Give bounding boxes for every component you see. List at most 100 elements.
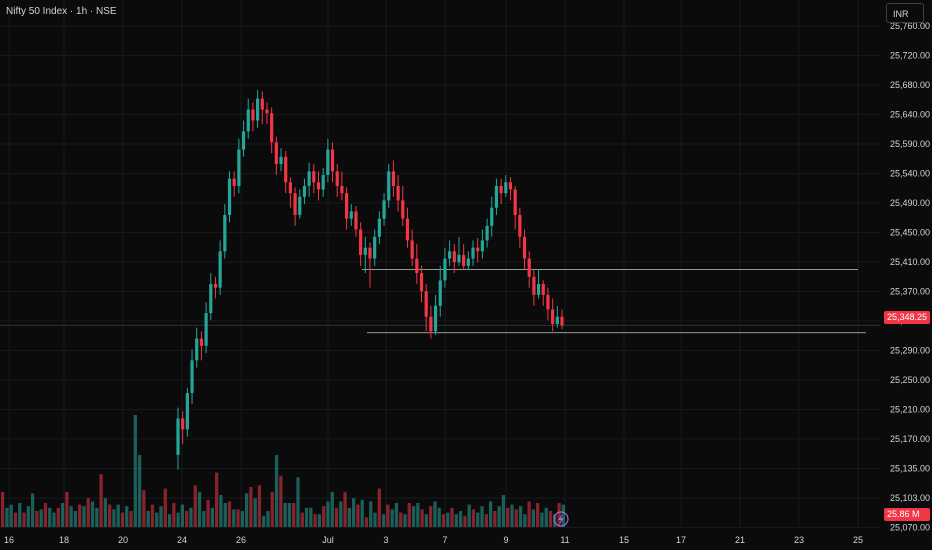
price-tick-label: 25,760.00 (890, 21, 930, 31)
candle-body (354, 211, 358, 230)
volume-bar (129, 511, 133, 527)
volume-bar (407, 503, 411, 527)
volume-bar (480, 506, 484, 527)
candle-body (466, 258, 470, 266)
candle-body (452, 251, 456, 263)
volume-bar (103, 498, 108, 527)
volume-bar (292, 503, 296, 527)
time-axis[interactable]: 16 18 20 24 26 Jul 3 7 9 11 15 17 21 23 25 (4, 535, 863, 545)
candle-body (270, 113, 274, 143)
volume-bar (467, 504, 471, 527)
grid (0, 0, 880, 528)
volume-bar (249, 487, 253, 527)
candle-body (227, 178, 232, 215)
candle-body (508, 182, 513, 190)
volume-bar (458, 511, 463, 527)
time-tick-label: 18 (59, 535, 69, 545)
volume-bar (287, 503, 292, 527)
lightning-icon[interactable] (553, 511, 569, 527)
volume-bar (232, 509, 236, 527)
volume-bar (296, 477, 300, 527)
volume-bar (125, 506, 129, 527)
candle-body (241, 131, 246, 150)
candle-body (443, 258, 447, 281)
volume-bar (377, 488, 381, 527)
candle-body (209, 284, 213, 314)
volume-bar (317, 514, 322, 527)
candle-body (181, 418, 185, 430)
volume-bar (351, 498, 356, 527)
volume-bar (43, 503, 48, 527)
candle-body (232, 178, 236, 186)
volume-bar (18, 503, 22, 527)
candle-body (387, 171, 391, 201)
volume-bar (142, 490, 146, 527)
candle-body (293, 193, 297, 215)
candle-body (199, 338, 204, 346)
candle-body (284, 156, 288, 183)
volume-bar (279, 475, 283, 527)
volume-bar (390, 509, 394, 527)
volume-bar (283, 503, 287, 527)
price-tick-label: 25,640.00 (890, 110, 930, 120)
replay-button[interactable] (553, 511, 569, 527)
volume-bar (339, 501, 343, 527)
price-tick-label: 25,170.00 (890, 434, 930, 444)
volume-bar (155, 512, 159, 527)
candle-body (373, 236, 377, 259)
volume-bar (356, 504, 360, 527)
volume-bar (176, 512, 180, 527)
volume-bar (150, 504, 155, 527)
volume-bar (206, 499, 210, 527)
volume-bar (523, 514, 527, 527)
candle-body (396, 185, 400, 201)
price-tick-label: 25,290.00 (890, 346, 930, 356)
candle-body (504, 182, 508, 194)
volume-bar (22, 512, 26, 527)
volume-bar (240, 511, 244, 527)
candle-body (335, 171, 339, 186)
volume-bar (202, 511, 206, 527)
candle-body (363, 247, 367, 255)
volume-bar (386, 504, 390, 527)
volume-bar (484, 514, 488, 527)
candle-body (382, 200, 386, 219)
candle-body (279, 156, 283, 165)
price-tick-label: 25,070.00 (890, 523, 930, 533)
candle-body (274, 142, 278, 165)
price-axis[interactable]: 25,760.00 25,720.00 25,680.00 25,640.00 25,5… (890, 21, 930, 533)
volume-bar (399, 512, 403, 527)
price-tick-label: 25,250.00 (890, 375, 930, 385)
volume-bar (548, 511, 553, 527)
time-tick-label: 23 (794, 535, 804, 545)
volume-bar (146, 511, 150, 527)
volume-bar (189, 507, 193, 527)
volume-bar (266, 511, 270, 527)
volume-bar (73, 511, 78, 527)
candle-body (251, 109, 255, 121)
volume-bar (553, 514, 557, 527)
volume-bar (429, 506, 433, 527)
candle-body (349, 211, 353, 219)
currency-button[interactable]: INR (886, 3, 924, 23)
last-price-tag: 25,348.25 (884, 311, 930, 324)
candle-body (513, 189, 517, 215)
price-tick-label: 25,540.00 (890, 169, 930, 179)
candle-body (330, 149, 335, 172)
candle-body (326, 149, 330, 175)
candle-body (368, 247, 372, 259)
time-tick-label: 3 (383, 535, 388, 545)
volume-bar (411, 506, 416, 527)
volume-bar (90, 501, 95, 527)
volume-bar (159, 506, 163, 527)
candle-body (433, 305, 438, 332)
candle-body (471, 247, 475, 259)
candle-body (302, 185, 307, 197)
volume-bar (501, 495, 506, 527)
volume-bar (60, 503, 65, 527)
candle-body (344, 193, 349, 219)
volume-bar (497, 506, 501, 527)
volume-bar (39, 509, 43, 527)
candle-body (476, 247, 480, 252)
